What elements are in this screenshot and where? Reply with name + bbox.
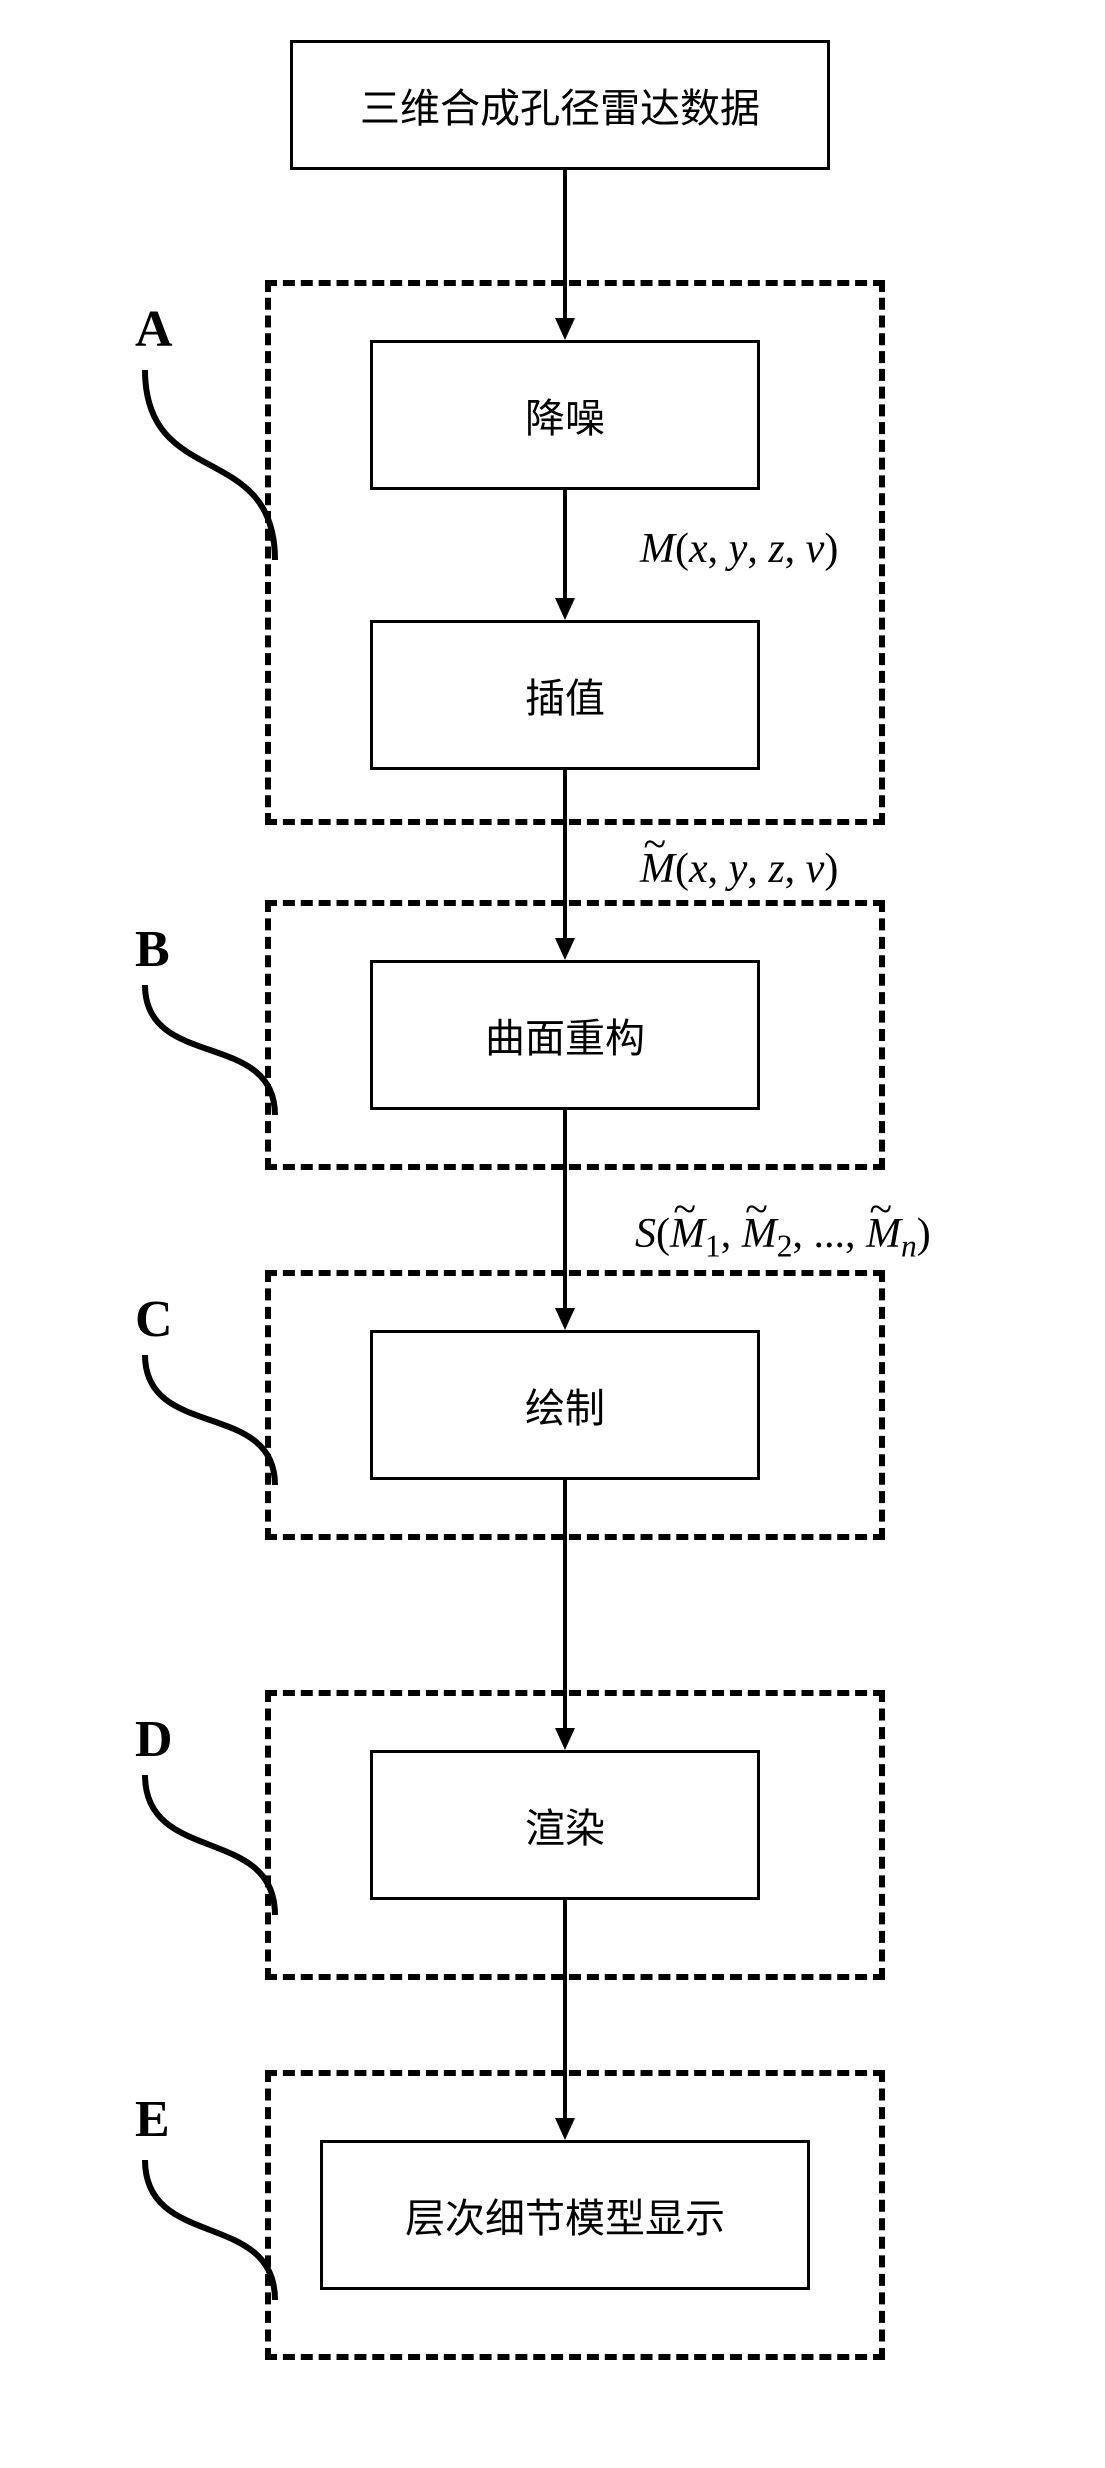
diagram-canvas: 三维合成孔径雷达数据 降噪 插值 曲面重构 绘制 渲染 层次细节模型显示 A B… — [0, 0, 1105, 2468]
formula-S: S(~M1, ~M2, ..., ~Mn) — [635, 1210, 931, 1264]
arrow-5 — [555, 1900, 575, 2140]
brace-D — [140, 1775, 280, 1915]
node-render-label: 渲染 — [525, 1796, 605, 1854]
node-draw-label: 绘制 — [525, 1376, 605, 1434]
node-input-label: 三维合成孔径雷达数据 — [360, 76, 760, 134]
brace-E — [140, 2160, 280, 2300]
formula-Mtilde: ~M(x, y, z, v) — [640, 845, 838, 893]
arrow-4 — [555, 1480, 575, 1750]
brace-C — [140, 1355, 280, 1485]
node-render: 渲染 — [370, 1750, 760, 1900]
label-C: C — [135, 1290, 173, 1349]
node-surface-recon-label: 曲面重构 — [485, 1006, 645, 1064]
arrow-2 — [555, 770, 575, 960]
node-denoise-label: 降噪 — [525, 386, 605, 444]
arrow-1 — [555, 490, 575, 620]
label-D: D — [135, 1710, 173, 1769]
node-lod-display: 层次细节模型显示 — [320, 2140, 810, 2290]
brace-B — [140, 985, 280, 1115]
node-draw: 绘制 — [370, 1330, 760, 1480]
formula-M: M(x, y, z, v) — [640, 525, 838, 573]
label-B: B — [135, 920, 170, 979]
node-interpolate-label: 插值 — [525, 666, 605, 724]
arrow-0 — [555, 170, 575, 340]
label-E: E — [135, 2090, 170, 2149]
node-input-data: 三维合成孔径雷达数据 — [290, 40, 830, 170]
node-denoise: 降噪 — [370, 340, 760, 490]
node-surface-recon: 曲面重构 — [370, 960, 760, 1110]
arrow-3 — [555, 1110, 575, 1330]
node-lod-display-label: 层次细节模型显示 — [405, 2186, 725, 2244]
node-interpolate: 插值 — [370, 620, 760, 770]
label-A: A — [135, 300, 173, 359]
brace-A — [140, 370, 280, 560]
